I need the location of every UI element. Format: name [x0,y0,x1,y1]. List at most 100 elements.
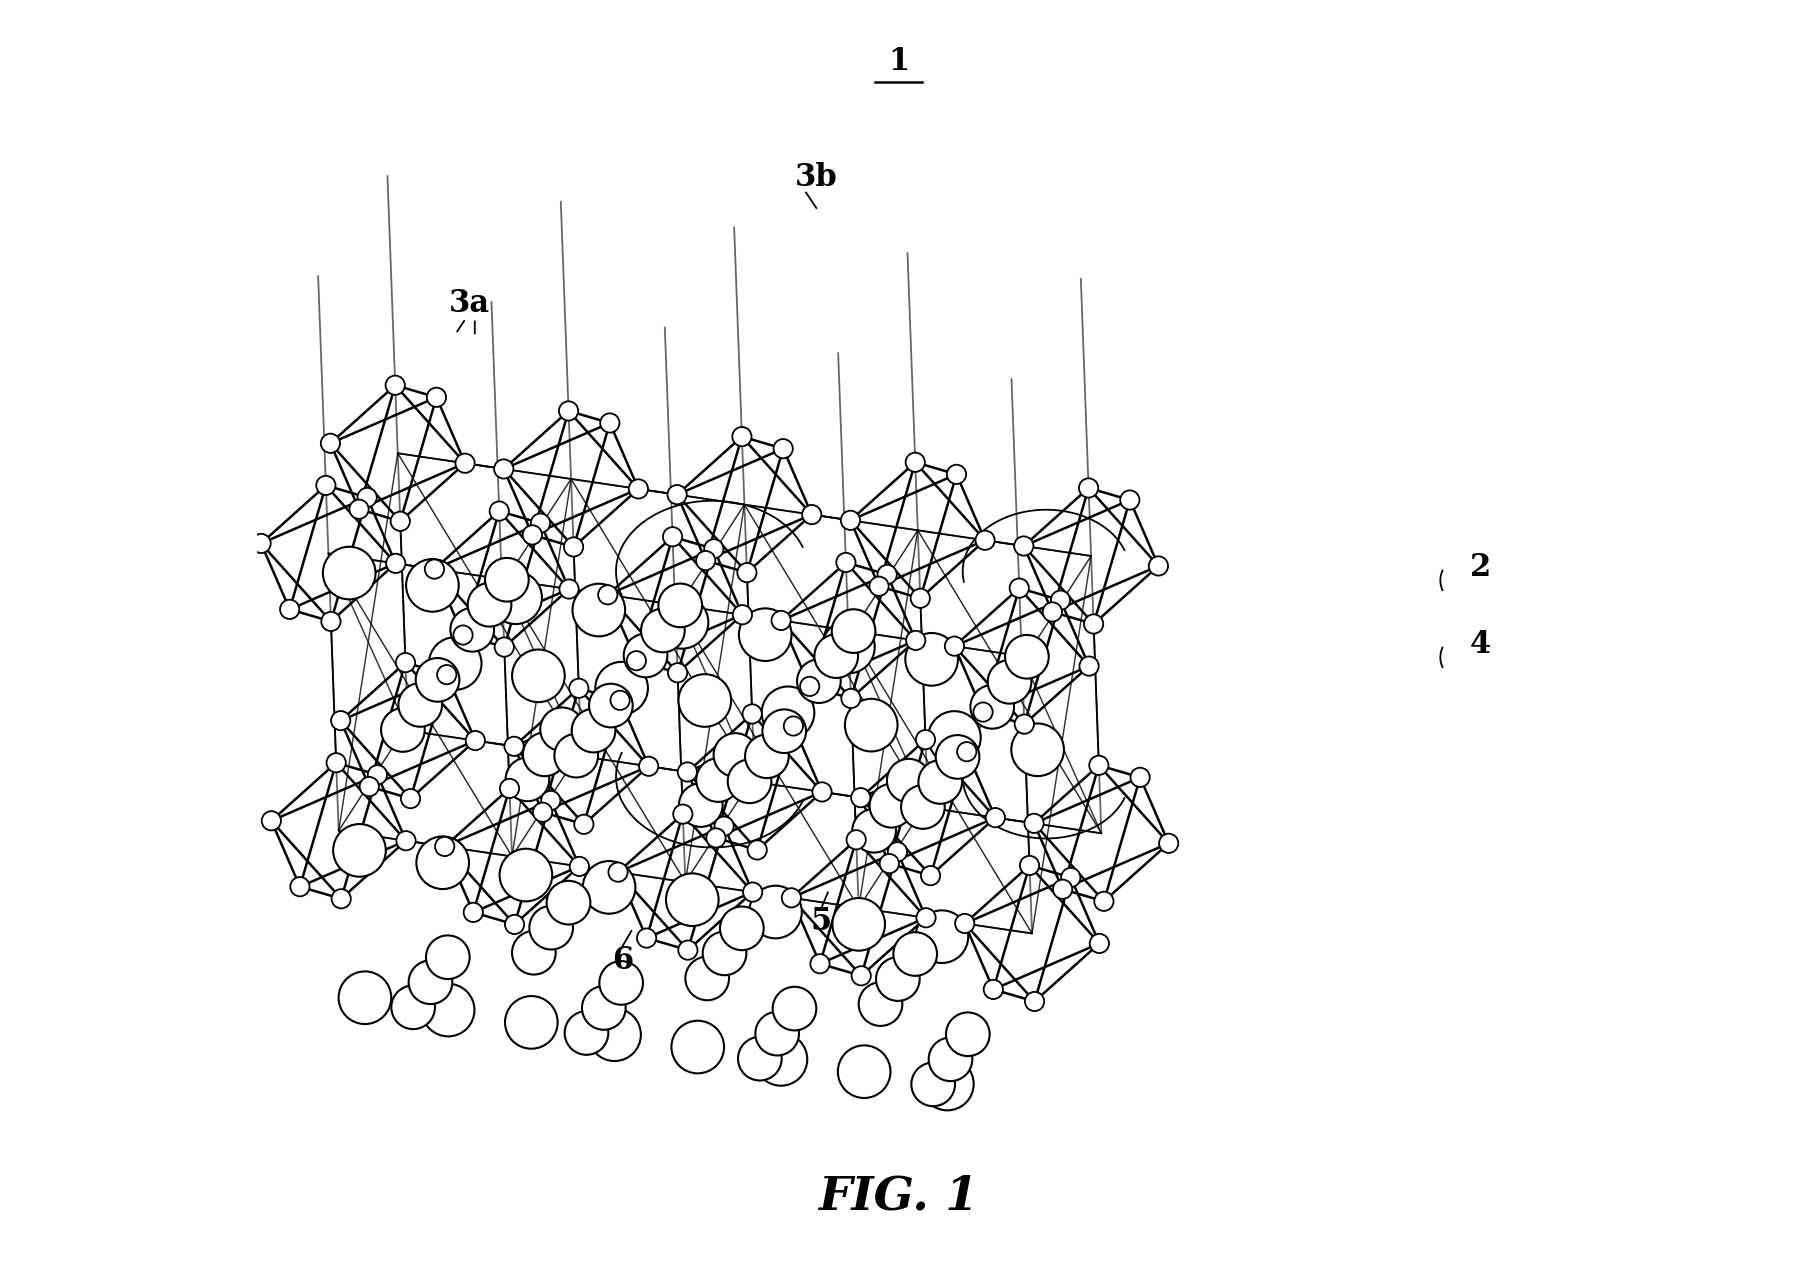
Circle shape [782,889,801,908]
Circle shape [582,862,636,914]
Circle shape [465,731,485,750]
Text: 3a: 3a [449,288,491,318]
Circle shape [636,928,656,948]
Circle shape [359,777,379,796]
Circle shape [841,511,861,530]
Circle shape [505,996,557,1049]
Text: 1: 1 [888,46,909,77]
Circle shape [810,954,830,973]
Circle shape [1080,656,1098,675]
Circle shape [291,877,309,896]
Circle shape [920,865,940,885]
Circle shape [832,898,884,950]
Circle shape [401,788,420,808]
Circle shape [888,842,907,862]
Circle shape [494,637,514,656]
Circle shape [559,402,579,421]
Circle shape [1084,614,1103,633]
Circle shape [600,960,643,1004]
Text: 5: 5 [810,907,832,937]
Circle shape [987,808,1005,827]
Circle shape [798,659,841,702]
Circle shape [936,734,979,778]
Circle shape [624,634,667,678]
Circle shape [500,779,519,799]
Circle shape [435,837,455,856]
Circle shape [582,986,625,1030]
Circle shape [1014,537,1033,556]
Circle shape [417,836,469,889]
Circle shape [505,737,523,756]
Circle shape [316,476,336,496]
Circle shape [573,584,625,637]
Circle shape [845,698,897,751]
Circle shape [1159,833,1179,853]
Circle shape [640,756,658,776]
Circle shape [323,547,376,600]
Circle shape [564,537,584,556]
Circle shape [1089,933,1109,953]
Circle shape [338,972,392,1025]
Circle shape [945,637,963,656]
Circle shape [523,732,566,776]
Circle shape [331,711,350,731]
Circle shape [541,791,561,810]
Circle shape [386,376,404,395]
Circle shape [841,688,861,707]
Circle shape [429,637,482,690]
Text: 4: 4 [1470,629,1492,660]
Circle shape [512,650,564,702]
Circle shape [397,831,415,850]
Circle shape [489,502,509,521]
Circle shape [870,783,913,827]
Circle shape [668,663,686,682]
Circle shape [559,579,579,598]
Circle shape [437,665,456,684]
Circle shape [927,711,981,764]
Circle shape [715,817,733,836]
Circle shape [888,759,931,802]
Circle shape [1021,856,1039,876]
Circle shape [837,1045,891,1098]
Circle shape [629,479,649,498]
Circle shape [1051,591,1071,610]
Circle shape [906,453,925,473]
Circle shape [852,966,872,985]
Circle shape [988,660,1031,704]
Circle shape [916,910,969,963]
Circle shape [749,886,801,939]
Circle shape [677,763,697,782]
Circle shape [859,982,902,1026]
Circle shape [453,625,473,645]
Circle shape [958,742,976,761]
Circle shape [455,453,474,473]
Circle shape [870,577,890,596]
Circle shape [911,1063,954,1106]
Circle shape [755,1012,800,1055]
Circle shape [703,932,746,976]
Circle shape [280,600,300,619]
Circle shape [381,709,424,751]
Circle shape [773,986,816,1030]
Circle shape [595,661,649,714]
Circle shape [801,505,821,524]
Circle shape [1012,723,1064,776]
Text: 3b: 3b [794,162,837,193]
Circle shape [704,539,724,559]
Circle shape [832,609,875,652]
Circle shape [530,907,573,949]
Circle shape [852,788,870,808]
Circle shape [399,683,442,727]
Circle shape [534,802,552,822]
Circle shape [588,1008,642,1061]
Circle shape [512,931,555,975]
Text: 6: 6 [611,945,633,976]
Circle shape [800,677,819,696]
Circle shape [1053,880,1073,899]
Circle shape [748,840,767,859]
Circle shape [1148,556,1168,575]
Circle shape [739,609,791,661]
Circle shape [685,957,730,1000]
Circle shape [721,907,764,950]
Circle shape [983,980,1003,999]
